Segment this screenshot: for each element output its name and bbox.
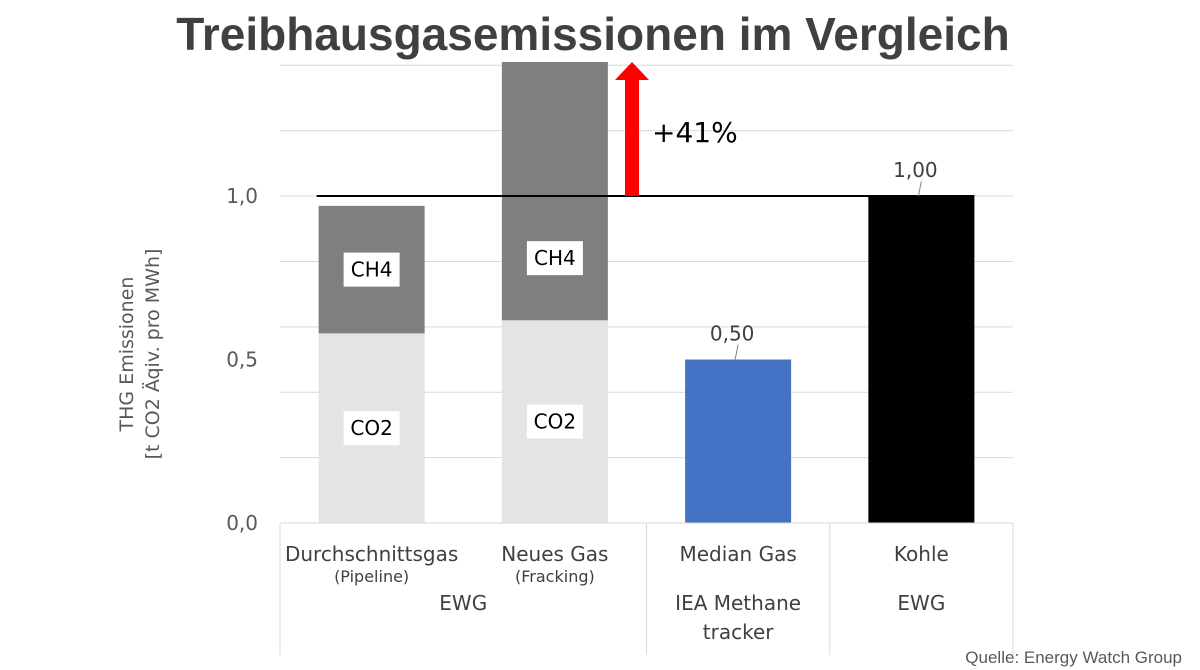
chart-title: Treibhausgasemissionen im Vergleich	[176, 8, 1009, 60]
bar-ch4	[501, 62, 608, 321]
segment-label: CH4	[351, 258, 393, 282]
category-label: Kohle	[894, 542, 949, 566]
category-sublabel: (Pipeline)	[334, 567, 409, 586]
increase-arrow-head	[615, 62, 649, 80]
y-tick-label: 1,0	[226, 184, 258, 208]
source-note: Quelle: Energy Watch Group	[965, 648, 1182, 667]
increase-annotation: +41%	[652, 116, 738, 149]
group-label: IEA Methane	[675, 591, 801, 615]
segment-label: CH4	[534, 246, 576, 270]
group-label: EWG	[439, 591, 487, 615]
category-label: Median Gas	[679, 542, 796, 566]
group-label: EWG	[897, 591, 945, 615]
data-label: 1,00	[893, 158, 938, 182]
y-tick-label: 0,5	[226, 348, 258, 372]
y-tick-label: 0,0	[226, 511, 258, 535]
y-axis-label: THG Emissionen [t CO2 Äqiv. pro MWh]	[116, 249, 164, 460]
category-sublabel: (Fracking)	[515, 567, 595, 586]
segment-label-box	[526, 404, 583, 439]
y-axis-label-line: THG Emissionen	[116, 277, 138, 433]
category-label: Durchschnittsgas	[285, 542, 458, 566]
group-label: tracker	[703, 620, 774, 644]
segment-label-box	[343, 252, 400, 287]
plot-area: 0,0 0,5 1,0 THG Emissionen [t CO2 Äqiv. pro …	[116, 62, 1014, 655]
category-label: Neues Gas	[501, 542, 608, 566]
bar-kohle	[868, 196, 975, 523]
bar-median-gas	[685, 359, 792, 523]
data-label-leader	[917, 180, 922, 197]
data-label: 0,50	[710, 322, 755, 346]
segment-label: CO2	[350, 416, 392, 440]
segment-label-box	[526, 241, 583, 276]
data-label-leader	[734, 344, 739, 360]
segment-label: CO2	[534, 410, 576, 434]
increase-arrow-shaft	[625, 78, 639, 197]
segment-label-box	[343, 411, 400, 446]
y-axis-label-line: [t CO2 Äqiv. pro MWh]	[141, 249, 164, 460]
